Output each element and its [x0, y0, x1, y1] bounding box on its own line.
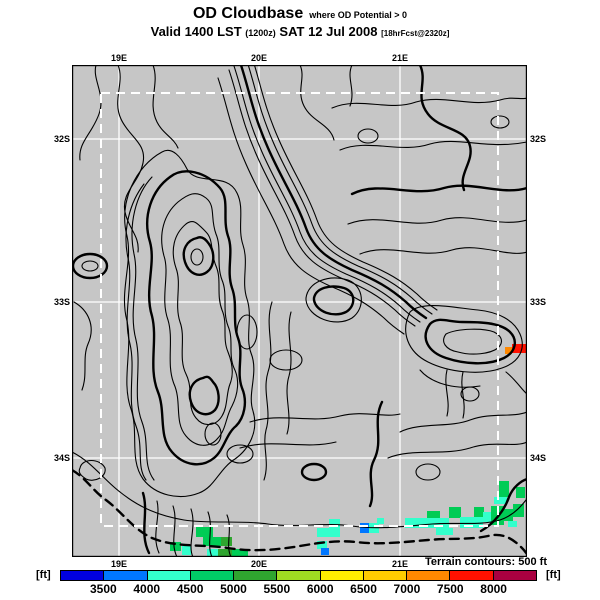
page-title: OD Cloudbase where OD Potential > 0	[0, 5, 600, 23]
cloudbase-patch	[508, 521, 517, 527]
cloudbase-patch	[203, 537, 228, 546]
colorbar-tick-label: 4500	[176, 582, 204, 596]
cloudbase-patch	[377, 518, 384, 524]
forecast-map	[72, 65, 527, 557]
cloudbase-patch	[182, 546, 191, 555]
colorbar-tick-label: 5500	[263, 582, 291, 596]
map-border	[72, 65, 527, 557]
tick-label: 19E	[110, 53, 128, 63]
tick-label: 20E	[250, 559, 268, 569]
cloudbase-patch	[460, 517, 483, 528]
colorbar-tick-label: 4000	[133, 582, 161, 596]
colorbar-unit-right: [ft]	[546, 569, 561, 581]
tick-label: 19E	[110, 559, 128, 569]
cloudbase-patch	[512, 344, 527, 353]
cloudbase-patch	[516, 487, 525, 498]
cloudbase-patch	[494, 497, 507, 504]
cloudbase-patch	[474, 507, 484, 517]
colorbar-segment	[234, 571, 278, 580]
cloudbase-patch	[504, 509, 513, 521]
cloudbase-patch	[427, 511, 440, 520]
cloudbase-patch	[405, 518, 449, 528]
cloudbase-patch	[329, 519, 340, 528]
colorbar-unit-left: [ft]	[36, 569, 51, 581]
terrain-contours	[72, 65, 527, 557]
cloudbase-patch	[221, 537, 232, 546]
cloudbase-patch	[232, 549, 248, 557]
colorbar-segment	[363, 571, 408, 580]
colorbar-segment	[320, 571, 364, 580]
tick-label: 32S	[530, 134, 547, 144]
cloudbase-patch	[505, 347, 512, 354]
colorbar-tick-label: 8000	[480, 582, 507, 596]
tick-label: 34S	[53, 453, 70, 463]
title-main: OD Cloudbase	[192, 5, 304, 22]
valid-prefix: Valid 1400 LST	[150, 24, 242, 39]
tick-label: 21E	[391, 53, 409, 63]
colorbar-segment	[61, 571, 105, 580]
cloudbase-patch	[321, 548, 329, 555]
tick-label: 33S	[53, 297, 70, 307]
colorbar-tick-label: 6000	[306, 582, 334, 596]
colorbar-tick-label: 7500	[436, 582, 464, 596]
cloudbase-colorbar	[60, 570, 537, 581]
colorbar-tick-label: 7000	[393, 582, 421, 596]
cloudbase-patch	[449, 507, 461, 518]
colorbar-segment	[407, 571, 451, 580]
domain-boundary-box	[100, 92, 499, 527]
cloudbase-patch	[196, 527, 213, 537]
cloudbase-patch	[317, 528, 340, 537]
cloudbase-patch	[218, 549, 232, 557]
tick-label: 33S	[530, 297, 547, 307]
cloudbase-patch	[170, 542, 181, 551]
cloudbase-patch	[483, 512, 493, 522]
cloudbase-patch	[207, 549, 218, 557]
title-qualifier: where OD Potential > 0	[309, 10, 407, 20]
valid-time-line: Valid 1400 LST (1200z) SAT 12 Jul 2008 […	[0, 24, 600, 39]
map-background	[72, 65, 527, 557]
cloudbase-patch	[513, 504, 524, 517]
valid-date: SAT 12 Jul 2008	[279, 24, 378, 39]
cloudbase-patch	[499, 481, 509, 497]
cloudbase-patch	[317, 541, 327, 549]
colorbar-tick-label: 6500	[350, 582, 377, 596]
terrain-note: Terrain contours: 500 ft	[424, 556, 547, 568]
colorbar-segment	[147, 571, 191, 580]
cloudbase-patch	[360, 523, 369, 533]
colorbar-tick-label: 5000	[220, 582, 247, 596]
tick-label: 21E	[391, 559, 409, 569]
cloudbase-patch	[436, 528, 453, 535]
tick-label: 20E	[250, 53, 268, 63]
forecast-note: [18hrFcst@2320z]	[381, 29, 450, 38]
colorbar-segment	[493, 571, 536, 580]
colorbar-segment	[450, 571, 494, 580]
colorbar-segment	[190, 571, 235, 580]
valid-zulu: (1200z)	[245, 28, 276, 38]
colorbar-segment	[277, 571, 321, 580]
tick-label: 34S	[530, 453, 547, 463]
tick-label: 32S	[53, 134, 70, 144]
colorbar-tick-label: 3500	[90, 582, 117, 596]
colorbar-segment	[104, 571, 148, 580]
